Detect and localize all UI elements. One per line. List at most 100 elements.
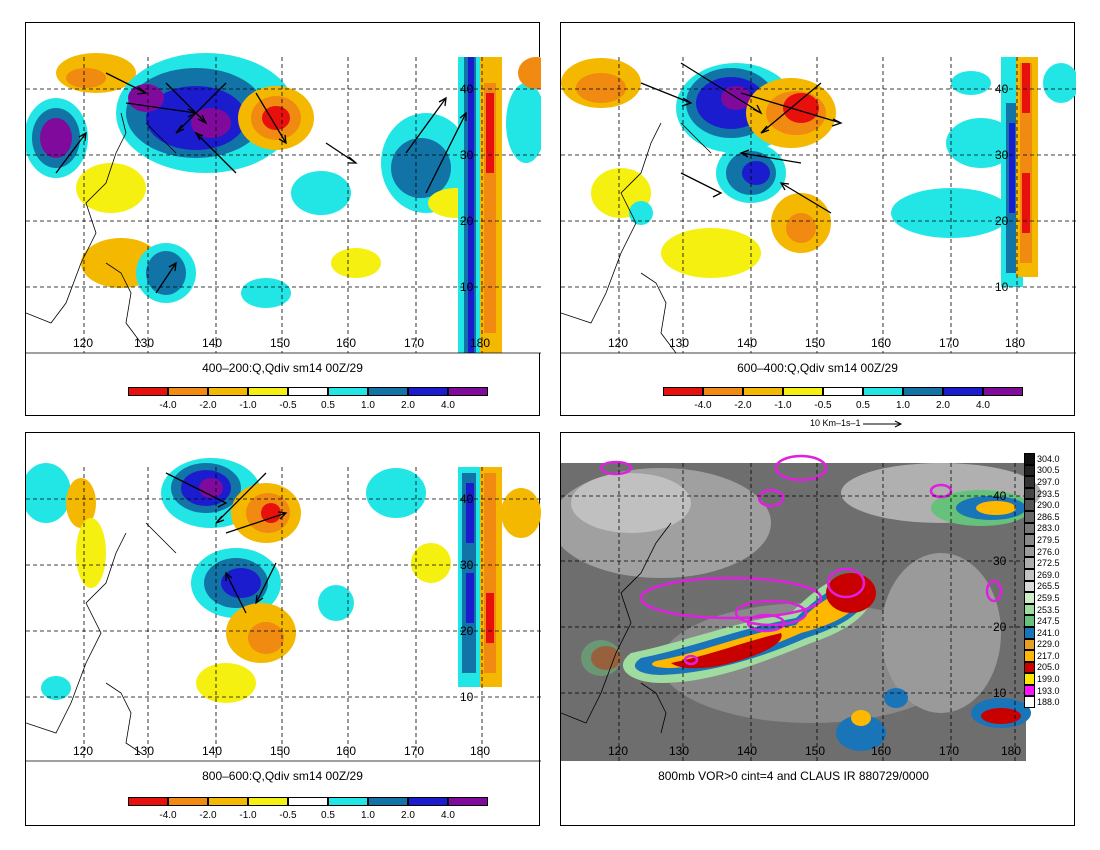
- colorbar-label: 304.0: [1037, 453, 1060, 464]
- svg-text:120: 120: [73, 336, 93, 350]
- colorbar-swatch: [663, 387, 703, 396]
- svg-text:140: 140: [202, 336, 222, 350]
- colorbar-label: 283.0: [1037, 523, 1060, 534]
- svg-text:40: 40: [993, 489, 1007, 503]
- colorbar-swatch: [1024, 626, 1035, 639]
- svg-text:150: 150: [270, 744, 290, 758]
- colorbar-swatch: [128, 797, 168, 806]
- panel-ir-vorticity: 120 130 140 150 160 170 180 40 30 20 10 …: [560, 432, 1075, 826]
- ir-colorbar-entry: 188.0: [1024, 696, 1060, 709]
- colorbar-swatch: [1024, 510, 1035, 523]
- colorbar-swatch: [1024, 615, 1035, 627]
- colorbar-swatch: [863, 387, 903, 396]
- svg-text:20: 20: [995, 214, 1009, 228]
- svg-text:170: 170: [939, 336, 959, 350]
- qdiv-colorbar: [663, 387, 1023, 396]
- svg-text:10: 10: [460, 280, 474, 294]
- colorbar-swatch: [1024, 696, 1035, 709]
- colorbar-swatch: [983, 387, 1023, 396]
- colorbar-label: 193.0: [1037, 685, 1060, 696]
- lat-labels: 40 30 20 10: [995, 82, 1009, 294]
- svg-text:150: 150: [805, 744, 825, 758]
- svg-text:130: 130: [134, 336, 154, 350]
- ir-colorbar-entry: 293.5: [1024, 487, 1060, 500]
- svg-text:10: 10: [995, 280, 1009, 294]
- colorbar-swatch: [448, 387, 488, 396]
- colorbar-swatch: [1024, 557, 1035, 569]
- svg-text:40: 40: [460, 82, 474, 96]
- colorbar-swatch: [743, 387, 783, 396]
- map-400-200: 120 130 140 150 160 170 180 40 30 20 10: [26, 53, 541, 354]
- colorbar-swatch: [368, 797, 408, 806]
- panel-title: 800–600:Q,Qdiv sm14 00Z/29: [202, 769, 363, 783]
- moisture-flux-vectors: [55, 72, 467, 294]
- vorticity-contours: [599, 454, 1003, 666]
- moisture-flux-vectors: [165, 472, 288, 614]
- svg-text:30: 30: [993, 554, 1007, 568]
- map-800-600: 120 130 140 150 160 170 180 40 30 20 10: [26, 458, 541, 762]
- colorbar-label: 205.0: [1037, 662, 1060, 673]
- svg-text:160: 160: [871, 744, 891, 758]
- svg-text:170: 170: [404, 336, 424, 350]
- svg-text:10: 10: [993, 686, 1007, 700]
- qdiv-field: [561, 57, 1076, 287]
- lat-labels: 40 30 20 10: [993, 489, 1007, 700]
- colorbar-label: 293.5: [1037, 488, 1060, 499]
- ir-colorbar-entry: 286.5: [1024, 510, 1060, 523]
- svg-text:180: 180: [470, 336, 490, 350]
- colorbar-swatch: [288, 387, 328, 396]
- ir-colorbar: 304.0 300.5 297.0 293.5 290.0 286.5 283.…: [1024, 453, 1060, 709]
- ir-colorbar-entry: 205.0: [1024, 661, 1060, 674]
- colorbar-swatch: [248, 387, 288, 396]
- colorbar-swatch: [1024, 684, 1035, 697]
- ir-colorbar-entry: 283.0: [1024, 522, 1060, 535]
- svg-text:40: 40: [995, 82, 1009, 96]
- panel-title: 400–200:Q,Qdiv sm14 00Z/29: [202, 361, 363, 375]
- colorbar-swatch: [208, 387, 248, 396]
- svg-text:130: 130: [669, 336, 689, 350]
- ir-colorbar-entry: 253.5: [1024, 603, 1060, 616]
- ir-colorbar-entry: 276.0: [1024, 545, 1060, 558]
- colorbar-swatch: [1024, 592, 1035, 604]
- svg-text:180: 180: [1001, 744, 1021, 758]
- colorbar-swatch: [1024, 453, 1035, 465]
- colorbar-swatch: [1024, 603, 1035, 616]
- svg-text:170: 170: [939, 744, 959, 758]
- svg-text:160: 160: [871, 336, 891, 350]
- lon-labels: 120 130 140 150 160 170 180: [608, 744, 1021, 758]
- qdiv-colorbar: [128, 387, 488, 396]
- colorbar-label: 265.5: [1037, 581, 1060, 592]
- lat-labels: 40 30 20 10: [460, 82, 474, 294]
- colorbar-swatch: [408, 797, 448, 806]
- colorbar-swatch: [128, 387, 168, 396]
- map-ir-vorticity: 120 130 140 150 160 170 180 40 30 20 10: [561, 454, 1041, 761]
- colorbar-swatch: [903, 387, 943, 396]
- ir-colorbar-entry: 259.5: [1024, 592, 1060, 604]
- colorbar-swatch: [1024, 673, 1035, 685]
- ir-colorbar-entry: 247.5: [1024, 615, 1060, 627]
- colorbar-label: 217.0: [1037, 650, 1060, 661]
- colorbar-swatch: [328, 387, 368, 396]
- coastline: [26, 112, 177, 344]
- ir-colorbar-entry: 290.0: [1024, 499, 1060, 511]
- colorbar-swatch: [1024, 545, 1035, 558]
- svg-text:170: 170: [404, 744, 424, 758]
- qdiv-field: [26, 53, 541, 353]
- grid: [561, 463, 1026, 761]
- svg-text:150: 150: [805, 336, 825, 350]
- svg-text:30: 30: [460, 148, 474, 162]
- svg-text:30: 30: [460, 558, 474, 572]
- svg-text:20: 20: [993, 620, 1007, 634]
- svg-text:150: 150: [270, 336, 290, 350]
- colorbar-swatch: [783, 387, 823, 396]
- colorbar-swatch: [208, 797, 248, 806]
- colorbar-swatch: [408, 387, 448, 396]
- svg-text:30: 30: [995, 148, 1009, 162]
- colorbar-label: 269.0: [1037, 569, 1060, 580]
- qdiv-field: [26, 458, 541, 703]
- qdiv-colorbar: [128, 797, 488, 806]
- colorbar-label: 297.0: [1037, 476, 1060, 487]
- ir-colorbar-entry: 217.0: [1024, 650, 1060, 662]
- coastline: [561, 122, 712, 354]
- colorbar-swatch: [1024, 464, 1035, 477]
